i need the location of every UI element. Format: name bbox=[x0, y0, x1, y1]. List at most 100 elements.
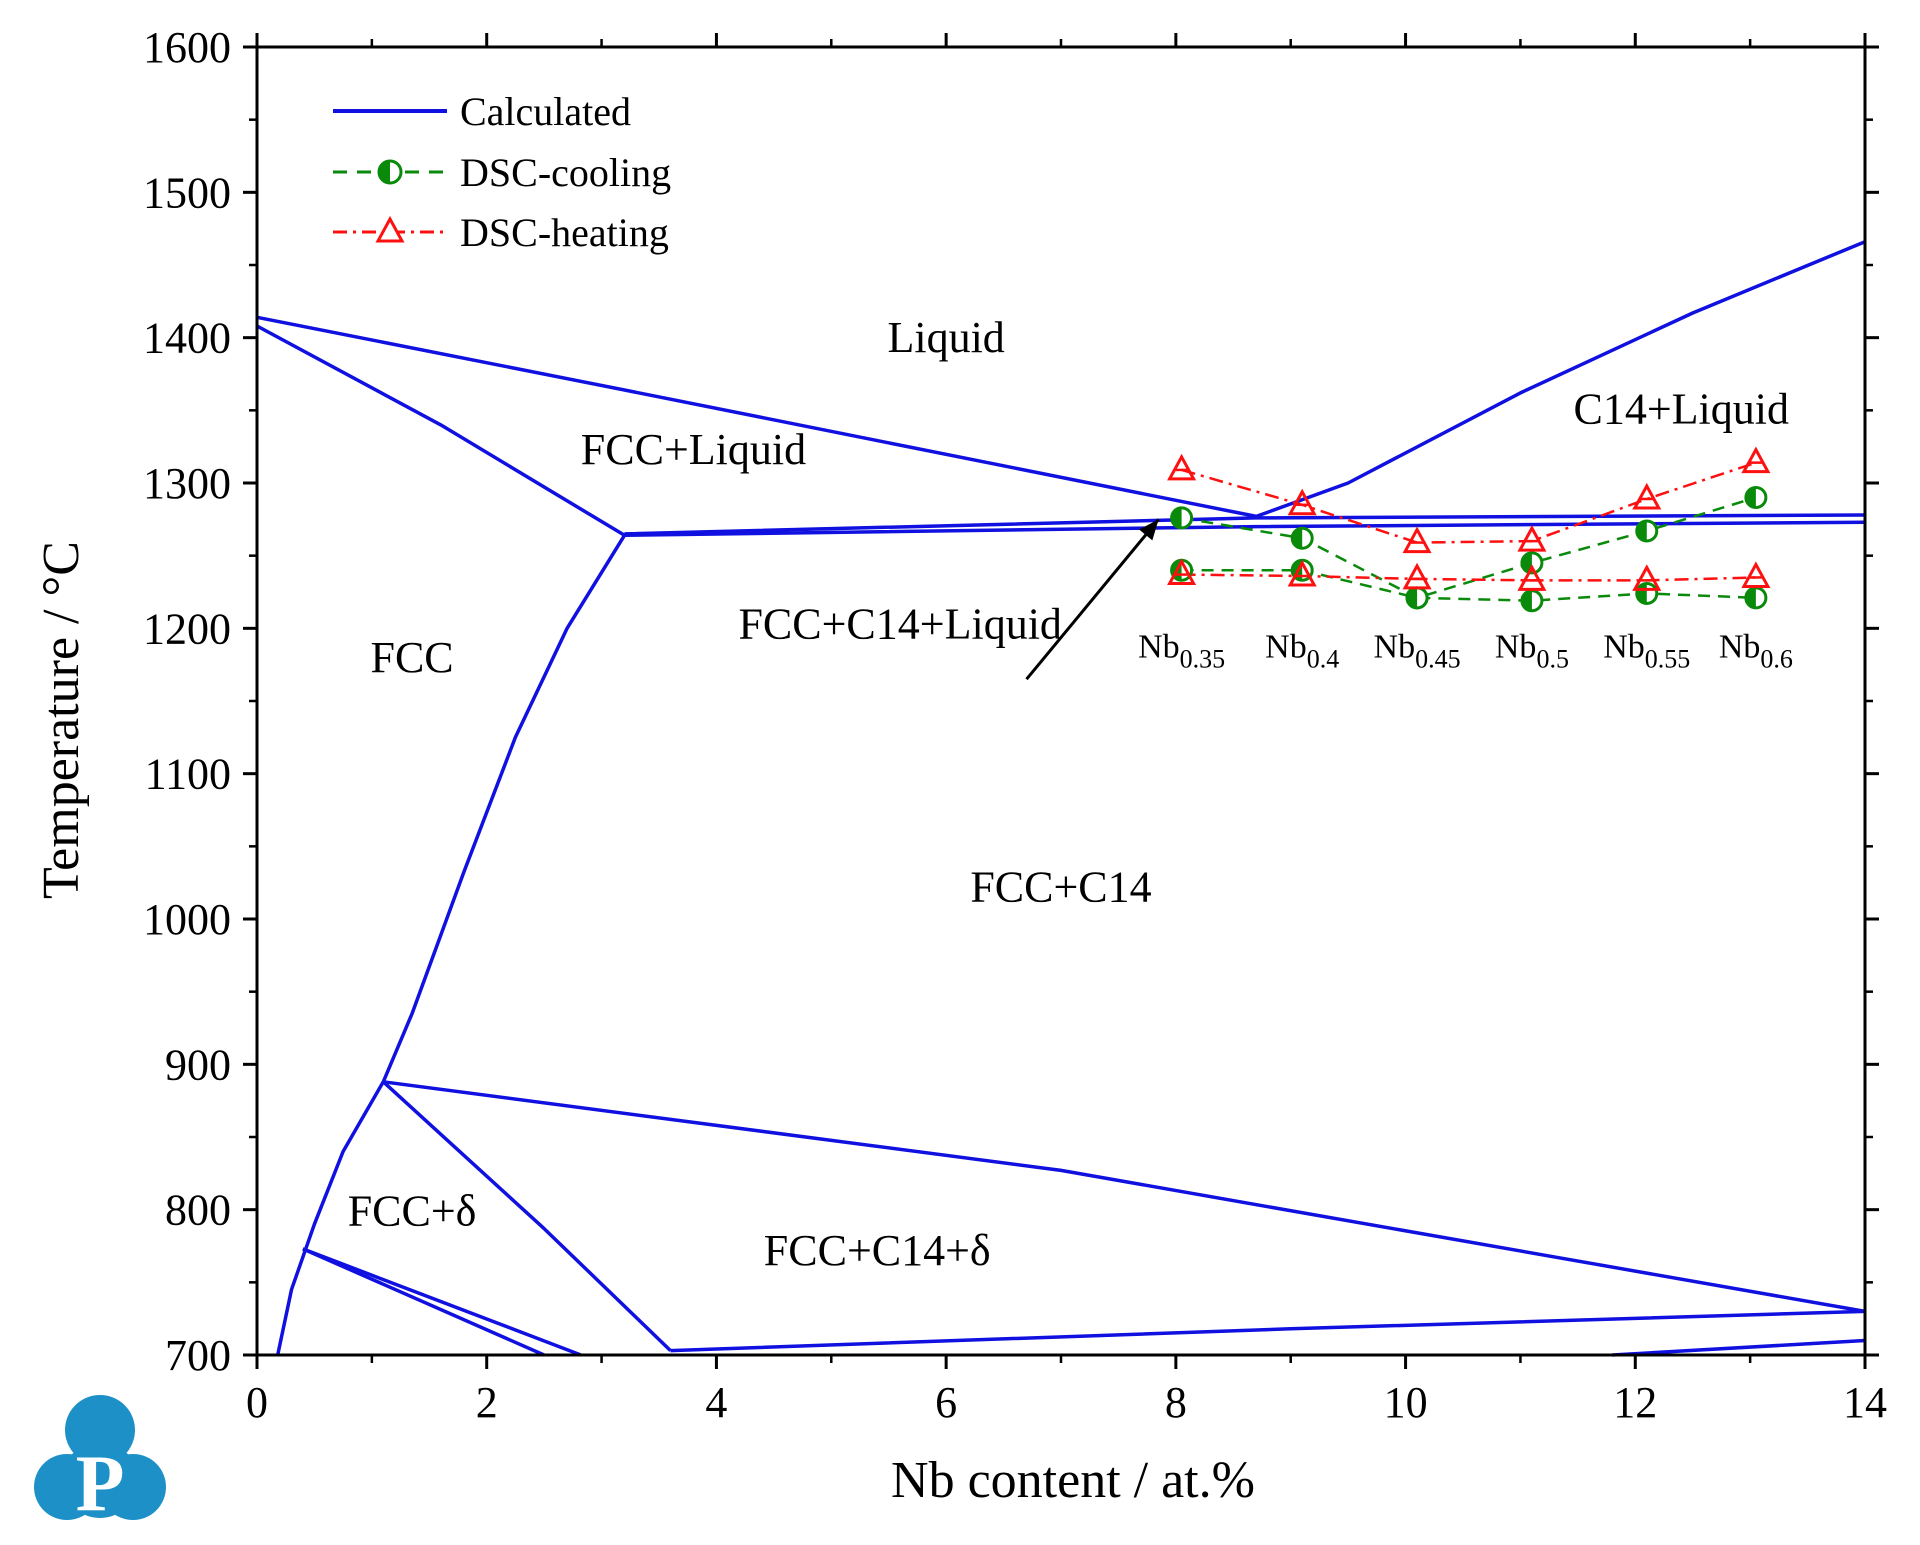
heating-point bbox=[1741, 561, 1771, 588]
sample-label-base: Nb bbox=[1719, 628, 1761, 665]
calc-line-c14-delta-boundary bbox=[383, 1080, 1866, 1314]
calc-line-solidus-fcc bbox=[256, 324, 626, 537]
calc-line-fcc-solvus bbox=[381, 534, 626, 1083]
calc-line-liquidus-c14 bbox=[1255, 240, 1866, 519]
calc-line-delta-fan-1 bbox=[302, 1247, 582, 1357]
calc-line-liquidus-fcc bbox=[256, 315, 1257, 519]
sample-label: Nb0.35 bbox=[1138, 628, 1225, 673]
sample-label: Nb0.4 bbox=[1265, 628, 1339, 673]
x-tick-label: 4 bbox=[705, 1378, 727, 1427]
heating-point bbox=[1632, 482, 1662, 510]
heating-point bbox=[1167, 453, 1197, 481]
sample-label-sub: 0.5 bbox=[1536, 644, 1569, 673]
calc-line-delta-lower bbox=[670, 1309, 1866, 1353]
cloud-logo-icon bbox=[34, 1395, 166, 1520]
x-tick-label: 12 bbox=[1613, 1378, 1657, 1427]
annotation-arrow-head bbox=[1139, 519, 1159, 541]
cooling-point bbox=[1744, 586, 1768, 610]
heating-lower-line bbox=[1181, 573, 1756, 582]
cooling-point bbox=[1170, 506, 1194, 530]
calc-line-eutectic-lower bbox=[624, 520, 1866, 538]
y-tick-label: 900 bbox=[165, 1040, 231, 1089]
heating-point bbox=[1741, 446, 1771, 474]
sample-label-base: Nb bbox=[1495, 628, 1537, 665]
y-tick-label: 1400 bbox=[143, 314, 231, 363]
region-label: C14+Liquid bbox=[1573, 384, 1789, 433]
legend-heating-marker bbox=[375, 215, 405, 243]
region-label: FCC+δ bbox=[348, 1187, 477, 1236]
y-tick-label: 1600 bbox=[143, 23, 231, 72]
region-label: FCC+Liquid bbox=[581, 425, 806, 474]
heating-point bbox=[1517, 525, 1547, 552]
x-tick-label: 0 bbox=[246, 1378, 268, 1427]
cooling-point-fill bbox=[1292, 528, 1303, 549]
cooling-point bbox=[1520, 589, 1544, 613]
heating-point bbox=[1517, 564, 1547, 591]
heating-point bbox=[1632, 564, 1662, 591]
annotation bbox=[1025, 518, 1160, 681]
cooling-point bbox=[1744, 486, 1768, 510]
calc-line-delta-fan-2 bbox=[302, 1247, 545, 1357]
heating-point bbox=[1402, 526, 1432, 554]
x-axis-title: Nb content / at.% bbox=[891, 1452, 1255, 1509]
region-label: Liquid bbox=[887, 313, 1004, 362]
y-tick-label: 700 bbox=[165, 1331, 231, 1380]
sample-label-base: Nb bbox=[1138, 628, 1180, 665]
dsc-data bbox=[1167, 446, 1771, 613]
region-label: FCC+C14+δ bbox=[764, 1226, 991, 1275]
x-tick-label: 8 bbox=[1165, 1378, 1187, 1427]
region-label: FCC+C14+Liquid bbox=[738, 600, 1061, 649]
y-axis-title: Temperature / °C bbox=[33, 541, 90, 899]
x-tick-label: 6 bbox=[935, 1378, 957, 1427]
sample-label-sub: 0.45 bbox=[1415, 644, 1461, 673]
heating-point bbox=[1167, 558, 1197, 586]
cooling-point-fill bbox=[1171, 507, 1182, 528]
y-tick-label: 1300 bbox=[143, 459, 231, 508]
cooling-point-fill bbox=[1745, 487, 1756, 508]
cooling-point bbox=[1290, 526, 1314, 550]
sample-label: Nb0.45 bbox=[1374, 628, 1461, 673]
sample-label-sub: 0.4 bbox=[1307, 644, 1340, 673]
cooling-lower-line bbox=[1181, 568, 1756, 602]
legend-heating-label: DSC-heating bbox=[460, 210, 669, 255]
sample-label-base: Nb bbox=[1265, 628, 1307, 665]
annotation-arrow-shaft bbox=[1025, 518, 1160, 681]
cooling-point bbox=[1405, 586, 1429, 610]
heating-point bbox=[1402, 562, 1432, 590]
cooling-point-fill bbox=[1521, 552, 1532, 573]
sample-label-sub: 0.6 bbox=[1760, 644, 1793, 673]
sample-label-base: Nb bbox=[1603, 628, 1645, 665]
legend-calculated-label: Calculated bbox=[460, 89, 631, 134]
cooling-point bbox=[1635, 581, 1659, 605]
legend-cooling-marker bbox=[377, 159, 403, 185]
region-labels: Liquid C14+Liquid FCC+Liquid FCC+C14+Liquid… bbox=[348, 313, 1793, 1275]
cooling-point-fill bbox=[1407, 587, 1418, 608]
cooling-point-fill bbox=[1745, 587, 1756, 608]
calc-line-eutectic-upper bbox=[624, 513, 1866, 536]
y-tick-label: 1500 bbox=[143, 168, 231, 217]
calc-line-delta-upper bbox=[382, 1080, 672, 1352]
y-tick-label: 800 bbox=[165, 1186, 231, 1235]
x-tick-label: 10 bbox=[1384, 1378, 1428, 1427]
calc-line-lower-right-boundary bbox=[1612, 1338, 1866, 1357]
x-tick-label: 2 bbox=[476, 1378, 498, 1427]
x-tick-label: 14 bbox=[1843, 1378, 1887, 1427]
sample-label-sub: 0.35 bbox=[1180, 644, 1226, 673]
cooling-point-fill bbox=[1636, 520, 1647, 541]
legend-cooling-label: DSC-cooling bbox=[460, 150, 671, 195]
cooling-point-fill bbox=[1521, 590, 1532, 611]
cooling-point bbox=[1520, 551, 1544, 575]
sample-label: Nb0.5 bbox=[1495, 628, 1569, 673]
ticks: 0 2 4 6 8 10 12 14 700 800 900 1000 1100 1200 1300 1400… bbox=[143, 23, 1887, 1427]
heating-point bbox=[1287, 559, 1317, 587]
region-label: FCC bbox=[370, 633, 453, 682]
calculated-lines bbox=[256, 240, 1866, 1357]
heating-upper-line bbox=[1181, 461, 1757, 544]
publisher-logo: P bbox=[34, 1395, 166, 1528]
cooling-point bbox=[1635, 519, 1659, 543]
sample-label-sub: 0.55 bbox=[1645, 644, 1691, 673]
heating-point bbox=[1287, 488, 1317, 516]
calc-line-fcc-delta-solvus bbox=[275, 1080, 385, 1356]
sample-label: Nb0.55 bbox=[1603, 628, 1690, 673]
